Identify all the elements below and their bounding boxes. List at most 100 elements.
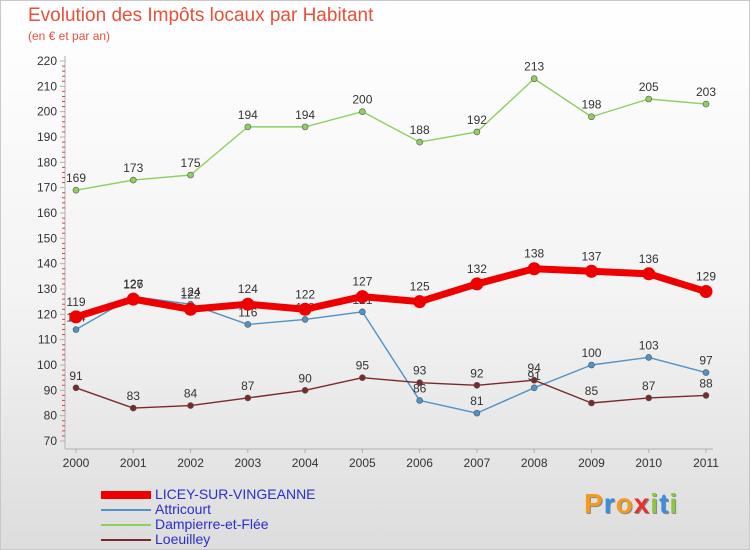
proxiti-logo: Proxiti xyxy=(584,487,678,521)
data-point-dampierre-et-fl-e xyxy=(129,176,137,184)
data-point-licey-sur-vingeanne xyxy=(413,295,427,309)
data-label-dampierre-et-fl-e: 175 xyxy=(181,156,201,170)
legend-swatch xyxy=(101,491,151,499)
data-point-dampierre-et-fl-e xyxy=(244,123,252,131)
legend-swatch xyxy=(101,509,151,511)
data-label-attricourt: 103 xyxy=(639,338,659,352)
data-point-licey-sur-vingeanne xyxy=(69,310,83,324)
data-label-loeuilley: 94 xyxy=(528,361,542,375)
y-tick-label: 70 xyxy=(44,434,58,448)
data-label-loeuilley: 87 xyxy=(241,379,255,393)
y-tick-label: 140 xyxy=(37,257,57,271)
data-label-dampierre-et-fl-e: 188 xyxy=(410,123,430,137)
series-loeuilley: 91 83 84 87 90 95 93 92 94 85 87 88 xyxy=(69,359,713,412)
y-tick-label: 210 xyxy=(37,79,57,93)
legend-swatch xyxy=(101,524,151,526)
data-point-licey-sur-vingeanne xyxy=(642,267,656,281)
logo-letter: i xyxy=(669,488,679,519)
data-label-loeuilley: 84 xyxy=(184,387,198,401)
x-tick-label: 2009 xyxy=(578,456,605,470)
data-point-dampierre-et-fl-e xyxy=(530,75,538,83)
data-point-attricourt xyxy=(645,354,653,361)
data-point-dampierre-et-fl-e xyxy=(645,95,653,103)
data-label-dampierre-et-fl-e: 169 xyxy=(66,171,86,185)
data-label-dampierre-et-fl-e: 200 xyxy=(352,93,372,107)
x-tick-label: 2008 xyxy=(521,456,548,470)
data-label-loeuilley: 90 xyxy=(298,371,312,385)
data-point-attricourt xyxy=(301,316,309,323)
logo-letter: t xyxy=(659,488,670,519)
x-tick-label: 2010 xyxy=(635,456,662,470)
logo-letter: x xyxy=(633,488,651,519)
legend-swatch xyxy=(101,539,151,541)
x-tick-label: 2002 xyxy=(177,456,204,470)
y-tick-label: 130 xyxy=(37,282,57,296)
data-point-loeuilley xyxy=(473,381,481,389)
y-tick-label: 190 xyxy=(37,130,57,144)
series-line-attricourt xyxy=(75,295,707,414)
legend-label: Dampierre-et-Flée xyxy=(155,516,269,532)
y-tick-label: 90 xyxy=(44,383,58,397)
legend-label: Loeuilley xyxy=(155,531,211,547)
y-tick-label: 180 xyxy=(37,155,57,169)
data-point-loeuilley xyxy=(416,379,423,387)
data-point-attricourt xyxy=(359,308,366,316)
data-label-licey-sur-vingeanne: 132 xyxy=(467,262,487,276)
series-attricourt: 11412712411611812186819110010397 xyxy=(66,278,713,417)
data-label-licey-sur-vingeanne: 119 xyxy=(66,295,85,309)
data-point-licey-sur-vingeanne xyxy=(699,285,713,299)
data-label-dampierre-et-fl-e: 173 xyxy=(123,161,143,175)
data-label-licey-sur-vingeanne: 137 xyxy=(581,249,601,263)
data-label-dampierre-et-fl-e: 203 xyxy=(696,85,716,99)
data-label-attricourt: 81 xyxy=(470,394,484,408)
y-tick-label: 160 xyxy=(37,206,57,220)
logo-letter: P xyxy=(584,488,604,519)
x-tick-label: 2001 xyxy=(120,456,147,470)
data-point-dampierre-et-fl-e xyxy=(72,186,80,194)
data-point-loeuilley xyxy=(244,394,252,402)
data-label-attricourt: 127 xyxy=(123,278,143,292)
x-tick-label: 2011 xyxy=(693,456,719,470)
chart-title: Evolution des Impôts locaux par Habitant xyxy=(28,5,374,26)
x-tick-label: 2006 xyxy=(406,456,433,470)
data-label-licey-sur-vingeanne: 122 xyxy=(295,287,315,301)
data-label-dampierre-et-fl-e: 213 xyxy=(524,60,544,74)
data-point-attricourt xyxy=(530,384,538,392)
series-line-licey-sur-vingeanne xyxy=(72,265,710,321)
data-label-loeuilley: 85 xyxy=(585,384,599,398)
data-label-attricourt: 97 xyxy=(699,354,713,368)
data-label-dampierre-et-fl-e: 194 xyxy=(238,108,258,122)
data-label-attricourt: 86 xyxy=(413,381,427,395)
data-point-loeuilley xyxy=(530,376,538,384)
data-label-dampierre-et-fl-e: 205 xyxy=(639,80,659,94)
data-point-licey-sur-vingeanne xyxy=(527,262,541,276)
data-label-dampierre-et-fl-e: 192 xyxy=(467,113,487,127)
x-tick-label: 2005 xyxy=(349,456,376,470)
data-point-attricourt xyxy=(473,409,481,417)
y-tick-label: 80 xyxy=(44,409,58,423)
y-tick-label: 110 xyxy=(38,333,57,347)
logo-letter: r xyxy=(603,488,616,519)
data-label-dampierre-et-fl-e: 194 xyxy=(295,108,315,122)
data-point-dampierre-et-fl-e xyxy=(588,113,595,121)
data-label-loeuilley: 87 xyxy=(642,379,656,393)
data-point-loeuilley xyxy=(187,402,194,409)
logo-letter: i xyxy=(650,488,660,519)
x-tick-label: 2000 xyxy=(63,456,90,470)
data-point-dampierre-et-fl-e xyxy=(702,100,710,108)
data-label-attricourt: 124 xyxy=(181,285,201,299)
data-point-licey-sur-vingeanne xyxy=(184,302,198,316)
data-point-dampierre-et-fl-e xyxy=(359,108,366,115)
data-label-loeuilley: 92 xyxy=(470,366,484,380)
data-point-licey-sur-vingeanne xyxy=(126,292,140,306)
data-point-loeuilley xyxy=(702,392,710,399)
data-point-licey-sur-vingeanne xyxy=(241,297,255,311)
data-point-dampierre-et-fl-e xyxy=(187,171,194,179)
x-tick-label: 2003 xyxy=(234,456,261,470)
data-point-licey-sur-vingeanne xyxy=(355,290,369,304)
data-label-dampierre-et-fl-e: 198 xyxy=(581,98,601,112)
data-label-loeuilley: 83 xyxy=(127,389,141,403)
